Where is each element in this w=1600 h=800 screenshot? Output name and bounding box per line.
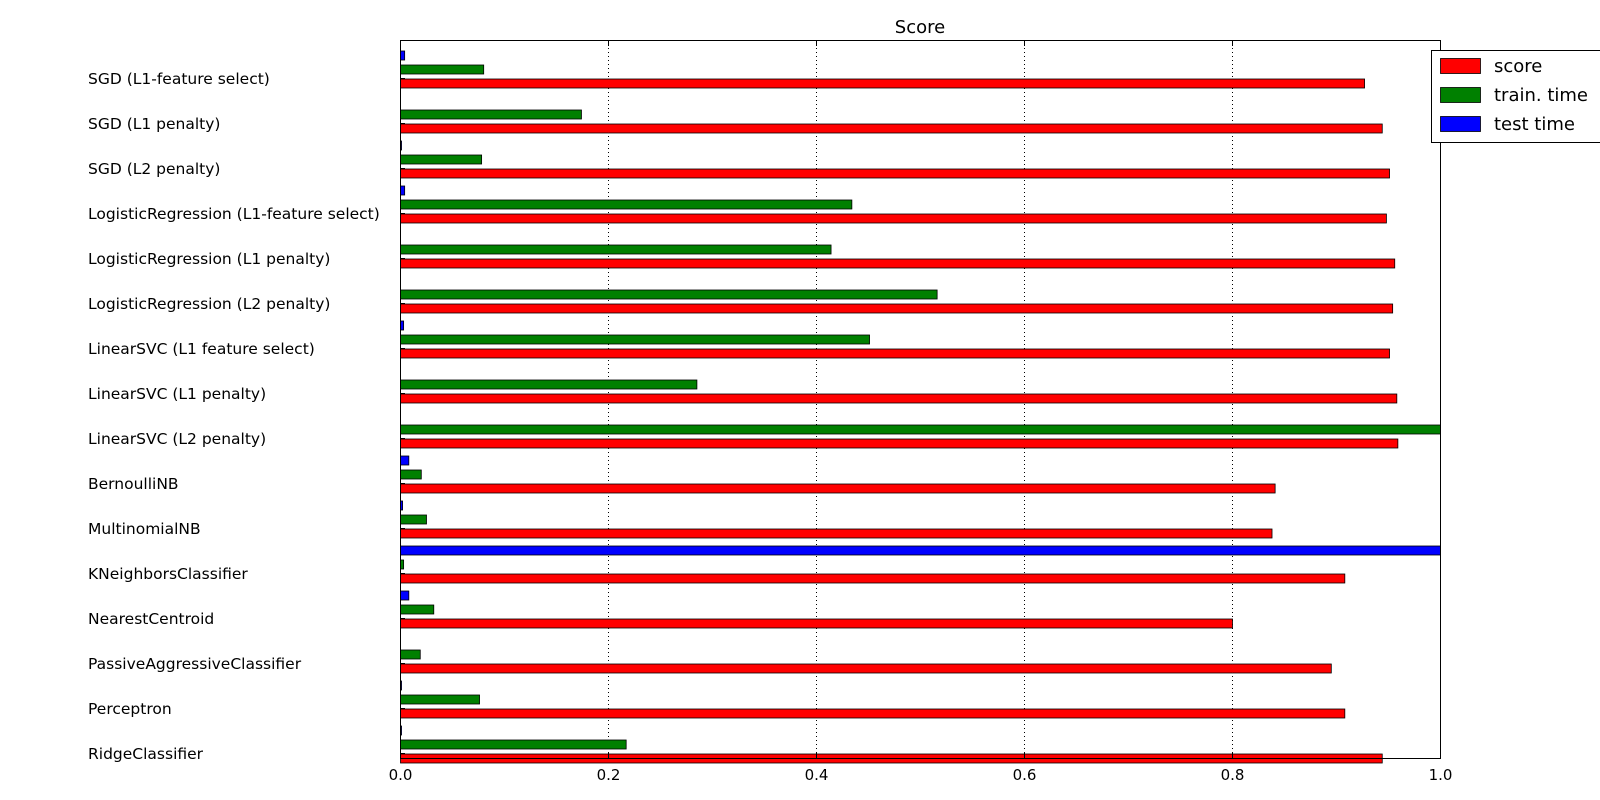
legend: score train. time test time <box>1431 50 1600 143</box>
category-label: LogisticRegression (L1 penalty) <box>88 250 330 268</box>
category-label: LinearSVC (L1 penalty) <box>88 385 266 403</box>
plot-frame <box>400 40 1441 759</box>
bar-score <box>400 258 1396 269</box>
legend-swatch <box>1440 58 1481 74</box>
bar-score <box>400 303 1394 314</box>
bar-train-time <box>400 379 698 390</box>
category-label: SGD (L1-feature select) <box>88 70 270 88</box>
legend-label: test time <box>1494 114 1575 135</box>
bar-score <box>400 78 1365 89</box>
bar-score <box>400 123 1383 134</box>
category-label: NearestCentroid <box>88 610 214 628</box>
bar-test-time <box>400 50 406 61</box>
bar-train-time <box>400 154 483 165</box>
x-tick-label: 0.6 <box>1013 766 1037 784</box>
bar-train-time <box>400 289 938 300</box>
bars <box>400 50 1441 764</box>
legend-swatch <box>1440 87 1481 103</box>
bar-train-time <box>400 604 435 615</box>
bar-test-time <box>400 185 406 196</box>
bar-train-time <box>400 244 832 255</box>
bar-score <box>400 573 1346 584</box>
bar-train-time <box>400 514 427 525</box>
bar-score <box>400 528 1273 539</box>
x-tick-label: 0.0 <box>389 766 413 784</box>
bar-score <box>400 168 1390 179</box>
category-label: KNeighborsClassifier <box>88 565 248 583</box>
bar-score <box>400 618 1233 629</box>
y-axis-labels: SGD (L1-feature select) SGD (L1 penalty) S… <box>88 70 405 763</box>
category-label: LogisticRegression (L2 penalty) <box>88 295 330 313</box>
legend-swatch <box>1440 116 1481 132</box>
x-tick-label: 0.2 <box>597 766 621 784</box>
category-label: LinearSVC (L1 feature select) <box>88 340 315 358</box>
bar-score <box>400 438 1399 449</box>
bar-train-time <box>400 199 853 210</box>
bar-score <box>400 213 1387 224</box>
bar-train-time <box>400 424 1441 435</box>
bar-train-time <box>400 469 422 480</box>
category-label: PassiveAggressiveClassifier <box>88 655 302 673</box>
x-tick-label: 0.8 <box>1221 766 1245 784</box>
bar-score <box>400 483 1276 494</box>
category-label: Perceptron <box>88 700 172 718</box>
legend-label: train. time <box>1494 85 1588 106</box>
category-label: LinearSVC (L2 penalty) <box>88 430 266 448</box>
category-label: MultinomialNB <box>88 520 201 538</box>
bar-score <box>400 663 1332 674</box>
category-label: BernoulliNB <box>88 475 179 493</box>
bar-test-time <box>400 590 410 601</box>
bar-train-time <box>400 334 870 345</box>
bar-score <box>400 708 1346 719</box>
chart-title: Score <box>895 17 945 38</box>
bar-score <box>400 348 1390 359</box>
bar-train-time <box>400 649 421 660</box>
bar-train-time <box>400 739 627 750</box>
category-label: RidgeClassifier <box>88 745 204 763</box>
bar-train-time <box>400 109 582 120</box>
x-tick-label: 0.4 <box>805 766 829 784</box>
bar-train-time <box>400 694 480 705</box>
legend-label: score <box>1494 56 1542 77</box>
x-axis: 0.0 0.2 0.4 0.6 0.8 1.0 <box>389 40 1453 784</box>
category-label: SGD (L1 penalty) <box>88 115 220 133</box>
category-label: LogisticRegression (L1-feature select) <box>88 205 380 223</box>
category-label: SGD (L2 penalty) <box>88 160 220 178</box>
bar-train-time <box>400 64 485 75</box>
x-tick-label: 1.0 <box>1429 766 1453 784</box>
bar-test-time <box>400 455 410 466</box>
bar-score <box>400 393 1398 404</box>
bar-test-time <box>400 545 1441 556</box>
